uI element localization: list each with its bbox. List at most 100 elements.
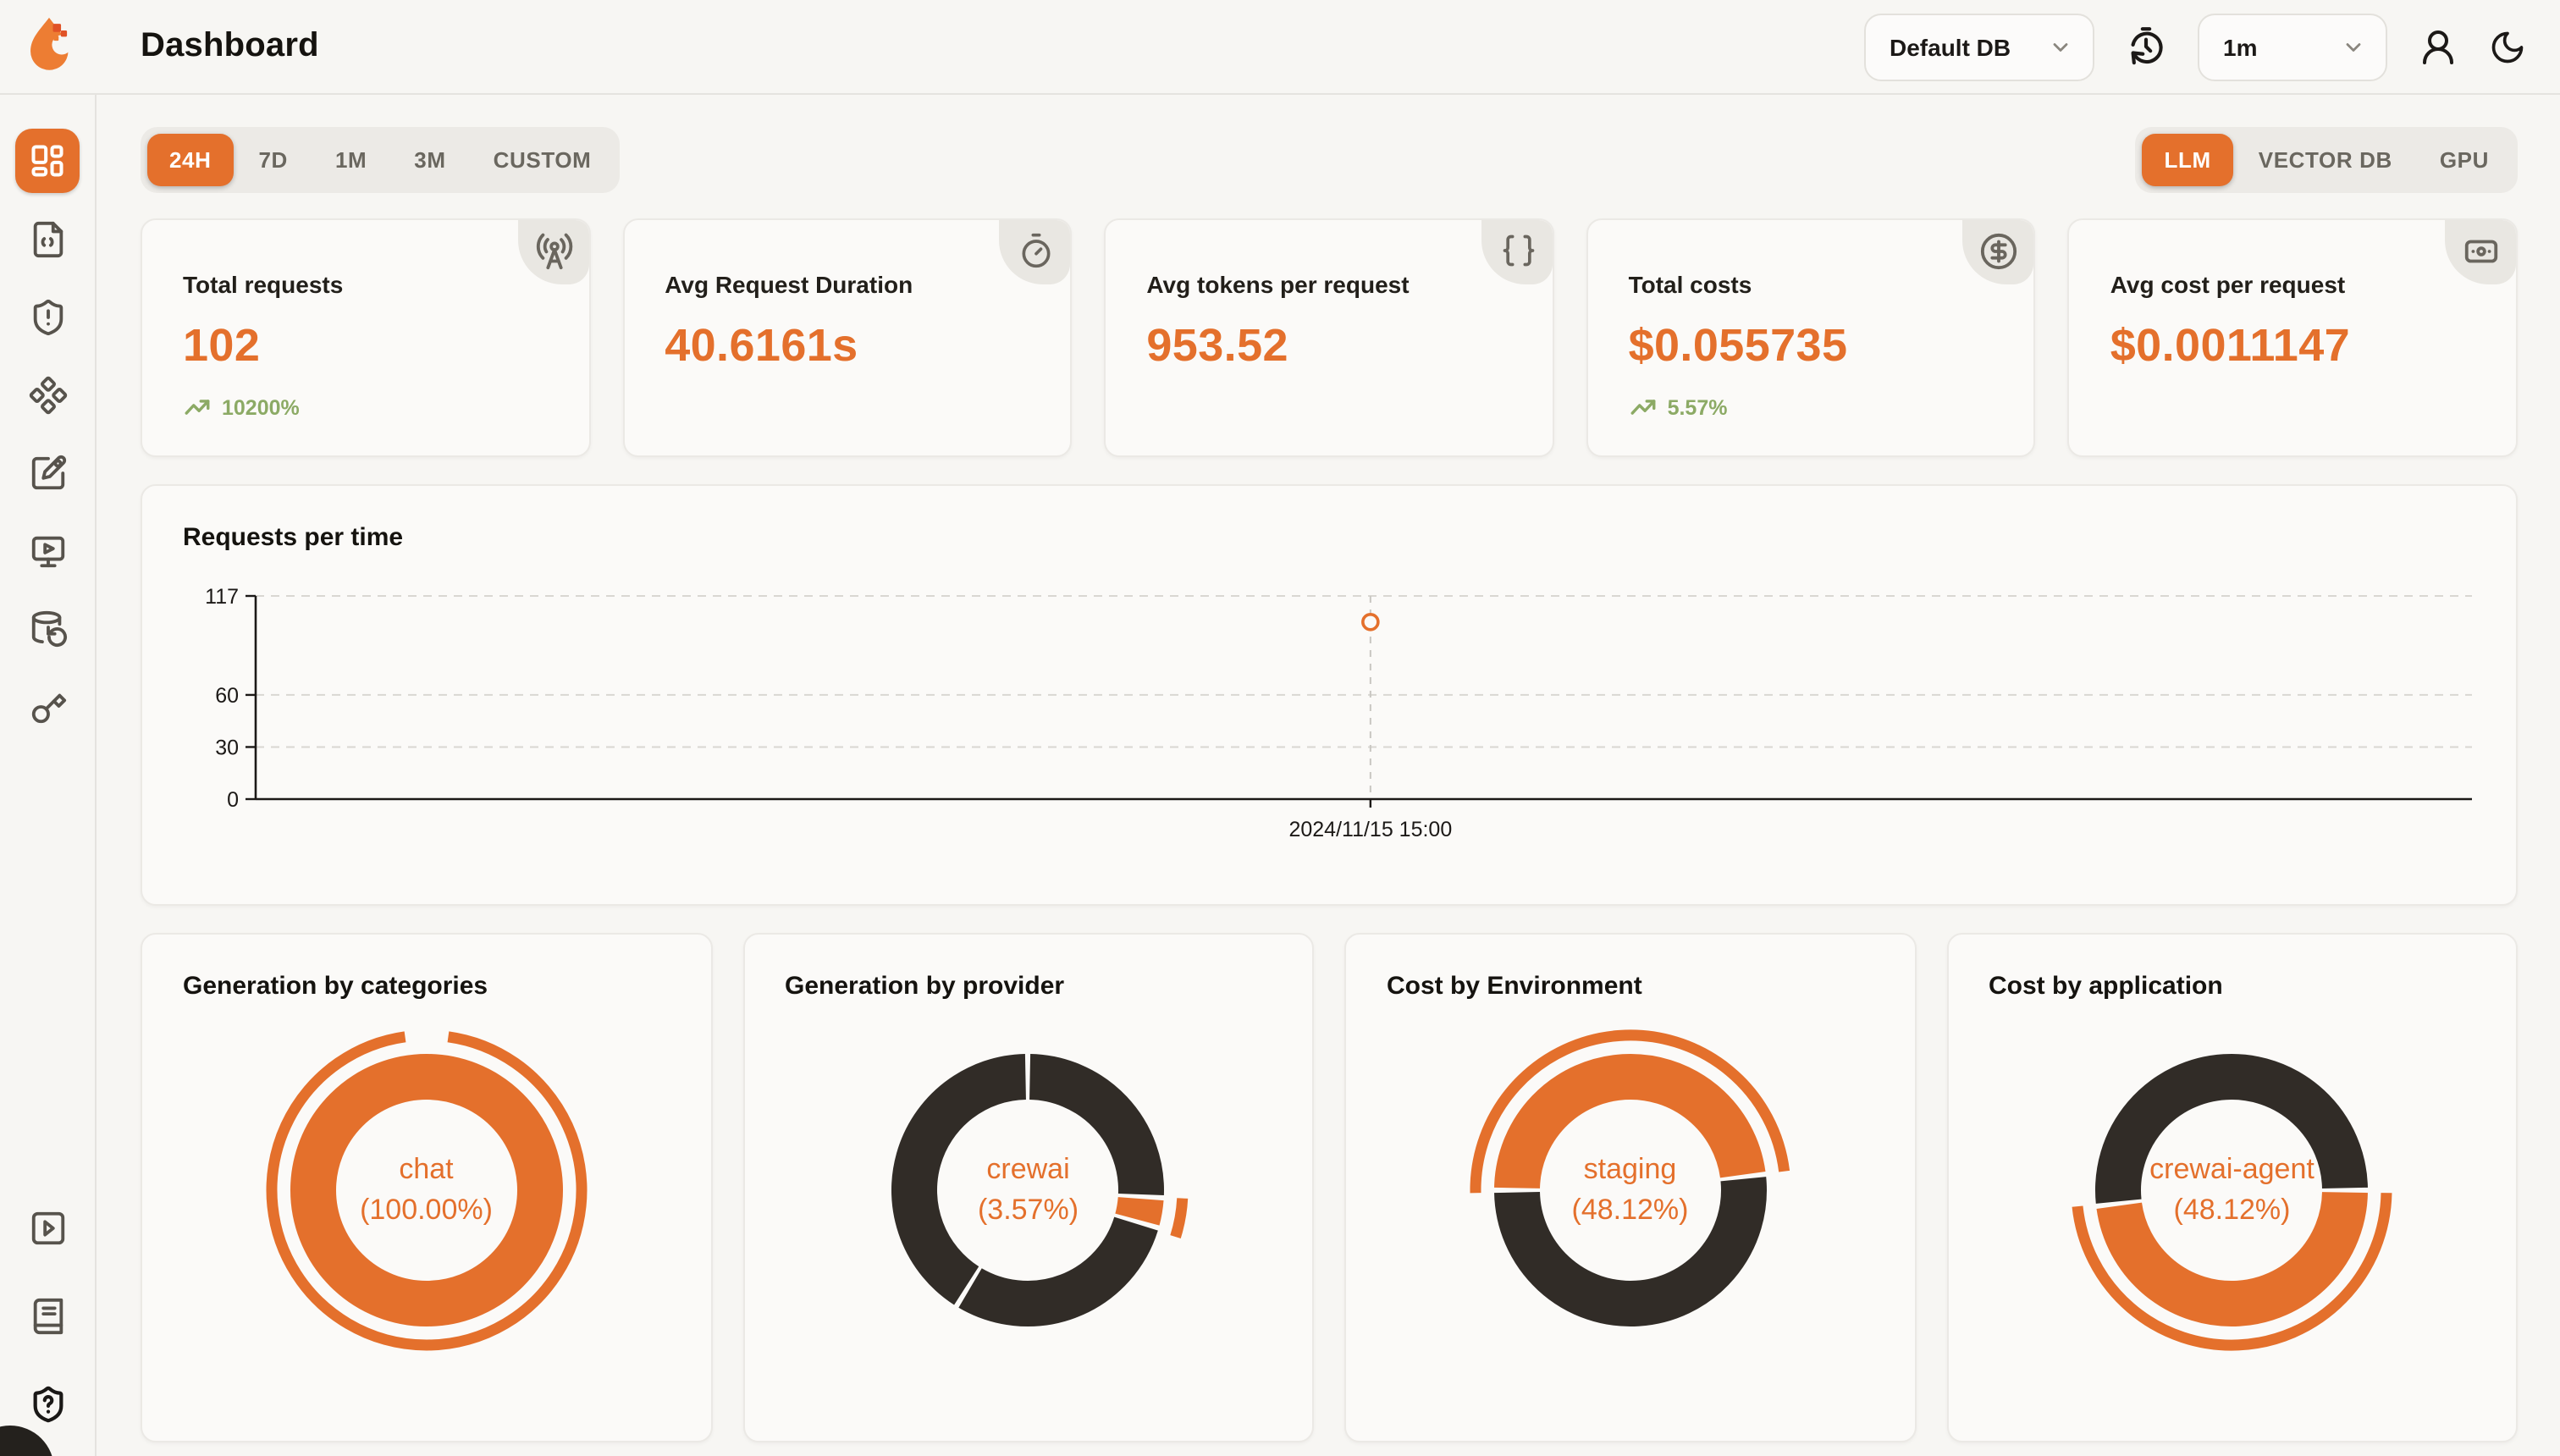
svg-text:60: 60 <box>215 684 239 708</box>
shield-question-icon <box>32 1385 63 1422</box>
trending-up-icon <box>185 400 210 415</box>
sidebar-item-playground[interactable] <box>15 518 80 582</box>
donut-title: Generation by provider <box>785 972 1065 1001</box>
stat-card-total-costs: Total costs $0.055735 5.57% <box>1586 218 2036 457</box>
donut-chart[interactable]: chat (100.00%) <box>261 1024 593 1356</box>
braces-icon <box>1503 234 1534 267</box>
donut-title: Cost by application <box>1989 972 2223 1001</box>
chevron-down-icon <box>2346 42 2361 51</box>
flame-logo-icon <box>30 16 71 69</box>
shield-alert-icon <box>32 298 63 335</box>
tab-vector-db[interactable]: VECTOR DB <box>2258 147 2392 173</box>
svg-text:2024/11/15 15:00: 2024/11/15 15:00 <box>1288 818 1452 841</box>
donut-chart[interactable]: crewai-agent (48.12%) <box>2066 1024 2398 1356</box>
tab-7d[interactable]: 7D <box>258 147 288 173</box>
stat-card-total-requests: Total requests 102 10200% <box>141 218 591 457</box>
interval-select[interactable]: 1m <box>2198 13 2387 80</box>
moon-icon <box>2491 30 2524 63</box>
user-icon <box>2423 30 2453 63</box>
svg-text:0: 0 <box>227 788 239 812</box>
environment-donut-chart <box>1470 1029 1790 1326</box>
time-range-tabs: 24H 7D 1M 3M CUSTOM <box>141 127 621 193</box>
donut-card-cost-by-application: Cost by application crewai-agent (48.12%… <box>1946 933 2518 1442</box>
donut-chart[interactable]: staging (48.12%) <box>1465 1024 1796 1356</box>
banknote-icon <box>2464 240 2498 263</box>
sidebar-item-requests[interactable] <box>15 207 80 271</box>
stat-delta: 5.57% <box>1629 393 1994 422</box>
logo[interactable] <box>0 0 97 93</box>
tab-1m[interactable]: 1M <box>334 147 367 173</box>
stat-card-avg-tokens-per-request: Avg tokens per request 953.52 <box>1104 218 1554 457</box>
tab-custom[interactable]: CUSTOM <box>493 147 592 173</box>
stat-card-avg-request-duration: Avg Request Duration 40.6161s <box>622 218 1073 457</box>
sidebar-item-api-keys[interactable] <box>15 674 80 738</box>
interval-select-value: 1m <box>2223 33 2258 60</box>
stat-label: Avg cost per request <box>2110 271 2346 298</box>
sidebar-item-getting-started[interactable] <box>15 1195 80 1260</box>
sidebar-item-exceptions[interactable] <box>15 284 80 349</box>
donut-card-cost-by-environment: Cost by Environment staging (48.12%) <box>1344 933 1916 1442</box>
square-pen-icon <box>30 454 66 489</box>
circle-dollar-icon <box>1981 233 2017 270</box>
stat-label: Total costs <box>1628 271 1752 298</box>
stat-delta-value: 10200% <box>222 395 300 419</box>
sidebar-item-documentation[interactable] <box>15 1283 80 1348</box>
diamonds-icon <box>28 375 67 414</box>
page-title: Dashboard <box>141 27 319 64</box>
key-icon <box>30 692 66 723</box>
file-code-icon <box>32 220 63 257</box>
tab-llm[interactable]: LLM <box>2142 134 2233 186</box>
provider-donut-chart <box>891 1054 1189 1326</box>
sidebar <box>0 95 97 1456</box>
stat-cards-row: Total requests 102 10200% Avg Request Du… <box>141 218 2518 457</box>
stat-value: 953.52 <box>1146 320 1288 371</box>
header: Dashboard Default DB 1m <box>0 0 2560 95</box>
theme-toggle-button[interactable] <box>2489 28 2526 65</box>
requests-chart-card: Requests per time 117 60 30 0 2024/11/15 15:… <box>141 484 2518 906</box>
stat-card-avg-cost-per-request: Avg cost per request $0.0011147 <box>2067 218 2518 457</box>
history-timer-icon <box>2131 27 2163 65</box>
stat-value: $0.0011147 <box>2110 320 2351 371</box>
layout-dashboard-icon <box>31 145 63 177</box>
trending-up-icon <box>1630 400 1656 415</box>
header-controls: Default DB 1m <box>1864 13 2560 80</box>
stat-value: 102 <box>183 320 261 371</box>
square-play-icon <box>30 1211 64 1244</box>
donut-card-generation-by-categories: Generation by categories chat (100.00%) <box>141 933 712 1442</box>
stat-value: 40.6161s <box>665 320 858 371</box>
book-icon <box>32 1297 63 1334</box>
sidebar-item-dashboard[interactable] <box>15 129 80 193</box>
donut-title: Generation by categories <box>183 972 488 1001</box>
stat-delta: 10200% <box>183 393 548 422</box>
stat-delta-value: 5.57% <box>1667 395 1728 419</box>
sidebar-item-database-config[interactable] <box>15 596 80 660</box>
user-menu-button[interactable] <box>2418 26 2458 67</box>
chevron-down-icon <box>2053 42 2068 51</box>
timer-icon <box>1022 233 1051 268</box>
tab-24h[interactable]: 24H <box>147 134 234 186</box>
main-content: 24H 7D 1M 3M CUSTOM LLM VECTOR DB GPU <box>97 95 2560 1456</box>
database-select-value: Default DB <box>1890 33 2011 60</box>
stat-label: Avg tokens per request <box>1146 271 1410 298</box>
stat-icon-badge <box>517 220 589 284</box>
donut-cards-row: Generation by categories chat (100.00%) … <box>141 933 2518 1442</box>
refresh-interval-button[interactable] <box>2125 25 2167 68</box>
chart-title: Requests per time <box>183 523 404 552</box>
requests-line-chart[interactable]: 117 60 30 0 2024/11/15 15:00 <box>183 576 2484 860</box>
sidebar-item-vault[interactable] <box>15 362 80 427</box>
source-tabs: LLM VECTOR DB GPU <box>2135 127 2518 193</box>
donut-card-generation-by-provider: Generation by provider crewai (3.57%) <box>742 933 1314 1442</box>
stat-icon-badge <box>999 220 1071 284</box>
stat-label: Avg Request Duration <box>665 271 913 298</box>
database-select[interactable]: Default DB <box>1864 13 2094 80</box>
tab-3m[interactable]: 3M <box>414 147 446 173</box>
monitor-play-icon <box>30 535 64 567</box>
donut-chart[interactable]: crewai (3.57%) <box>863 1024 1194 1356</box>
sidebar-item-prompts[interactable] <box>15 440 80 505</box>
sidebar-item-support[interactable] <box>15 1371 80 1436</box>
radio-tower-icon <box>536 233 572 270</box>
donut-title: Cost by Environment <box>1387 972 1642 1001</box>
tab-gpu[interactable]: GPU <box>2439 147 2489 173</box>
application-donut-chart <box>2072 1054 2392 1351</box>
